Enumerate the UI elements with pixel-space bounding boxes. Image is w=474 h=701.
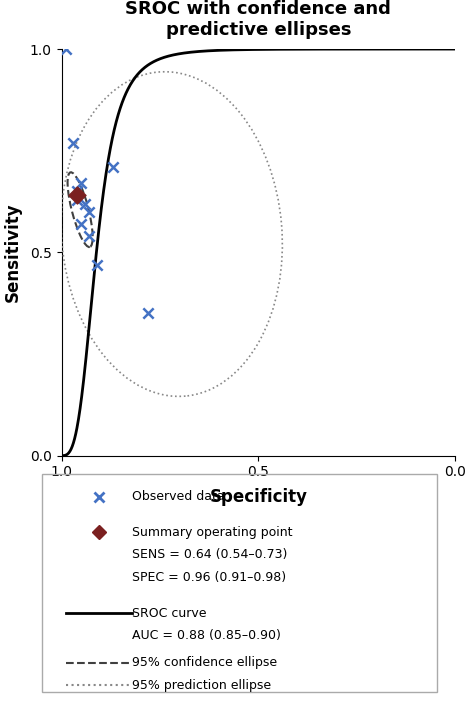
Point [145,308,152,319]
Text: Summary operating point: Summary operating point [132,526,292,539]
Point [70,137,77,148]
Title: SROC with confidence and
predictive ellipses: SROC with confidence and predictive elli… [126,1,391,39]
Text: SROC curve: SROC curve [132,607,206,620]
Text: 95% prediction ellipse: 95% prediction ellipse [132,679,271,691]
Point [73,186,81,197]
Point [73,194,81,205]
Point [85,206,93,217]
Point [82,198,89,209]
Text: Observed data: Observed data [132,490,224,503]
Point [73,190,81,201]
X-axis label: Specificity: Specificity [210,488,307,505]
Point [77,177,85,189]
Text: SENS = 0.64 (0.54–0.73): SENS = 0.64 (0.54–0.73) [132,548,287,562]
Point [109,161,117,172]
Point [85,231,93,242]
Point [77,218,85,229]
Text: SPEC = 0.96 (0.91–0.98): SPEC = 0.96 (0.91–0.98) [132,571,286,584]
Text: AUC = 0.88 (0.85–0.90): AUC = 0.88 (0.85–0.90) [132,629,281,642]
Y-axis label: Sensitivity: Sensitivity [4,203,21,302]
Point [62,43,69,55]
Point [93,259,101,270]
Text: 95% confidence ellipse: 95% confidence ellipse [132,656,277,669]
